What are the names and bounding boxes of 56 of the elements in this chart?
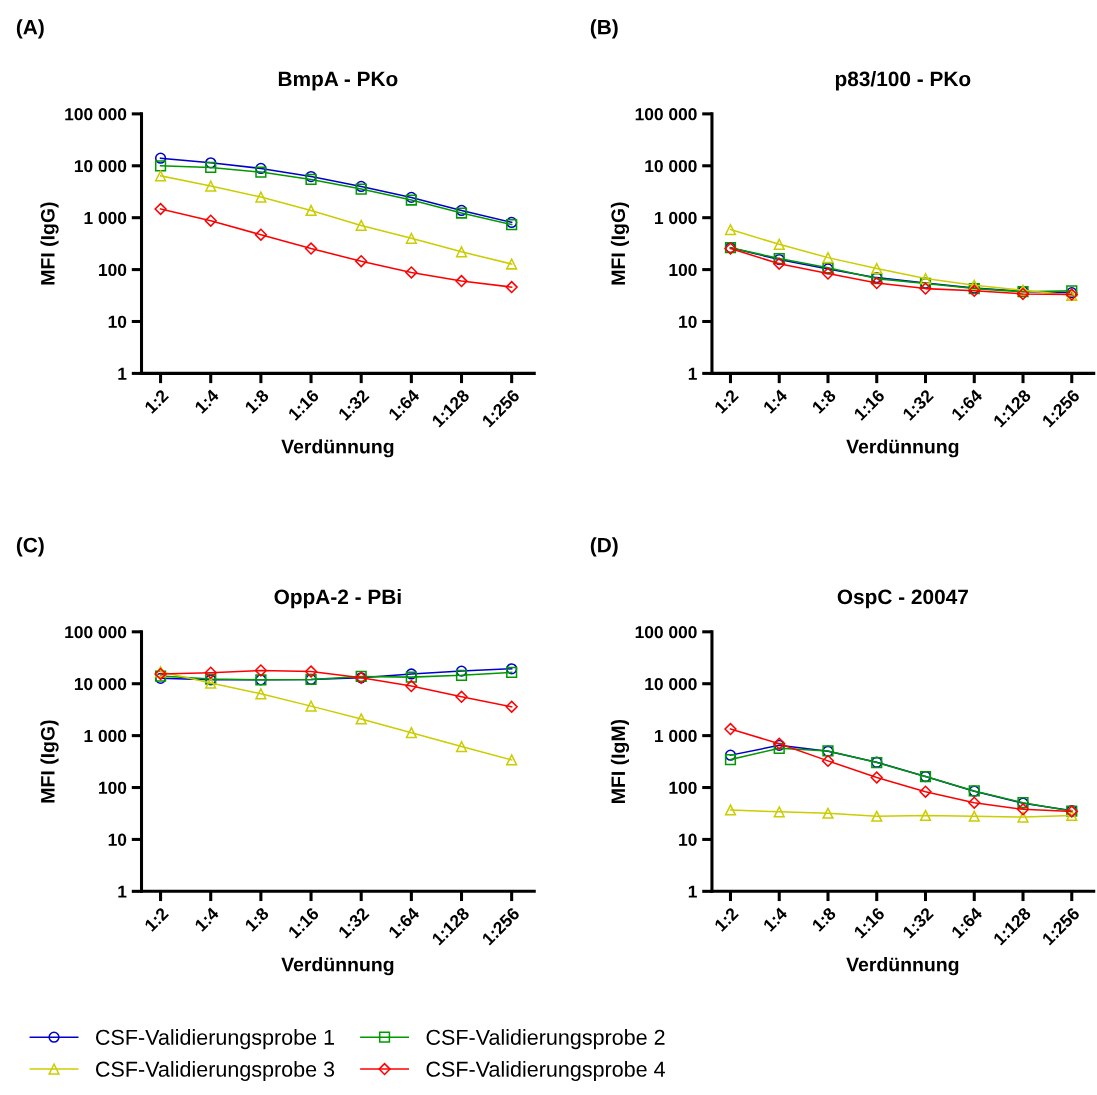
y-tick-label: 100 <box>99 263 127 277</box>
x-tick-label: 1:8 <box>244 906 270 932</box>
y-tick-label: 1 000 <box>84 211 127 225</box>
y-axis-title: MFI (IgG) <box>40 202 59 285</box>
y-tick-label: 10 000 <box>645 159 697 173</box>
y-tick-label: 10 <box>679 315 697 328</box>
x-tick-label: 1:4 <box>194 388 220 414</box>
legend-label: CSF-Validierungsprobe 1 <box>96 1029 334 1050</box>
x-tick-label: 1:2 <box>143 906 169 932</box>
x-axis-title: Verdünnung <box>281 439 394 458</box>
y-tick-label: 1 <box>688 885 697 898</box>
y-axis-title: MFI (IgM) <box>610 719 630 803</box>
y-tick-label: 1 000 <box>84 729 127 743</box>
y-tick-label: 10 <box>108 833 127 846</box>
x-axis-title: Verdünnung <box>846 439 959 458</box>
y-tick-label: 100 000 <box>65 625 127 639</box>
y-tick-label: 100 <box>669 781 697 794</box>
y-tick-label: 100 000 <box>635 108 697 121</box>
legend-label: CSF-Validierungsprobe 3 <box>96 1061 335 1082</box>
legend-label: CSF-Validierungsprobe 2 <box>426 1029 665 1050</box>
x-tick-label: 1:8 <box>811 906 837 932</box>
chart-title: OppA-2 - PBi <box>274 588 401 609</box>
x-tick-label: 1:4 <box>762 906 789 932</box>
y-tick-label: 100 000 <box>635 625 697 639</box>
x-tick-label: 1:4 <box>762 388 789 414</box>
chart-title: BmpA - PKo <box>278 71 398 91</box>
y-tick-label: 10 000 <box>74 677 127 691</box>
text: (D) <box>590 537 618 557</box>
y-tick-label: 1 000 <box>655 211 697 225</box>
text: (A) <box>16 19 44 39</box>
y-tick-label: 100 <box>99 781 127 794</box>
y-tick-label: 100 <box>669 263 697 277</box>
x-tick-label: 1:2 <box>713 906 739 932</box>
x-axis-title: Verdünnung <box>281 957 394 976</box>
x-tick-label: 1:8 <box>811 388 837 414</box>
y-tick-label: 10 000 <box>74 159 127 173</box>
y-tick-label: 1 <box>688 367 697 380</box>
x-tick-label: 1:4 <box>194 906 220 932</box>
text: (C) <box>16 537 44 557</box>
y-tick-label: 1 000 <box>655 729 697 743</box>
y-tick-label: 10 000 <box>645 677 697 691</box>
x-tick-label: 1:2 <box>143 388 169 414</box>
chart-title: p83/100 - PKo <box>835 71 971 91</box>
x-tick-label: 1:2 <box>713 388 739 414</box>
chart-title: OspC - 20047 <box>837 589 968 609</box>
y-axis-title: MFI (IgG) <box>610 202 630 285</box>
y-tick-label: 10 <box>679 833 697 846</box>
legend-label: CSF-Validierungsprobe 4 <box>426 1061 665 1082</box>
y-axis-title: MFI (IgG) <box>40 720 59 803</box>
x-tick-label: 1:8 <box>244 388 270 414</box>
y-tick-label: 1 <box>118 367 127 380</box>
text: (B) <box>590 19 618 39</box>
x-axis-title: Verdünnung <box>846 957 959 976</box>
y-tick-label: 100 000 <box>65 108 127 121</box>
y-tick-label: 1 <box>118 885 127 898</box>
y-tick-label: 10 <box>108 315 127 328</box>
